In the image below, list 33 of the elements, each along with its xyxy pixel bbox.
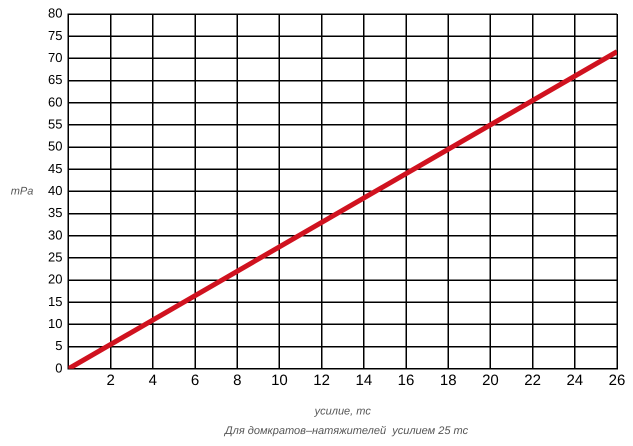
y-tick-label: 65 <box>48 72 62 88</box>
x-tick-label: 26 <box>608 372 626 389</box>
x-tick-label: 4 <box>148 372 158 389</box>
x-tick-label: 6 <box>190 372 200 389</box>
y-tick-label: 30 <box>48 227 62 242</box>
y-axis-title: mPa <box>10 185 34 198</box>
y-tick-label: 80 <box>48 6 62 21</box>
y-tick-label: 15 <box>48 294 62 309</box>
y-tick-label: 10 <box>48 316 62 332</box>
x-tick-label: 2 <box>106 372 115 389</box>
x-tick-label: 8 <box>233 372 242 389</box>
x-tick-label: 16 <box>398 372 414 389</box>
y-tick-label: 50 <box>48 138 62 154</box>
x-tick-label: 14 <box>355 372 372 389</box>
x-tick-label: 24 <box>566 372 584 389</box>
y-tick-label: 20 <box>48 272 62 287</box>
y-tick-label: 40 <box>48 182 62 198</box>
y-tick-label: 45 <box>48 160 62 176</box>
x-tick-label: 22 <box>524 372 541 389</box>
y-tick-label: 25 <box>48 250 62 265</box>
y-tick-label: 5 <box>55 338 62 354</box>
y-tick-label: 55 <box>48 116 62 132</box>
x-tick-label: 18 <box>440 372 457 389</box>
x-axis-title: усилие, тс <box>314 405 372 418</box>
y-tick-label: 35 <box>48 205 62 220</box>
y-tick-label: 60 <box>48 94 62 110</box>
y-tick-label: 0 <box>55 360 62 376</box>
x-tick-label: 12 <box>313 372 330 389</box>
text: Для домкратов–натяжителей усилием 25 тс <box>222 425 469 438</box>
y-tick-label: 70 <box>48 50 62 65</box>
y-tick-label: 75 <box>48 28 62 43</box>
x-tick-label: 10 <box>271 372 288 389</box>
x-tick-label: 20 <box>482 372 499 389</box>
